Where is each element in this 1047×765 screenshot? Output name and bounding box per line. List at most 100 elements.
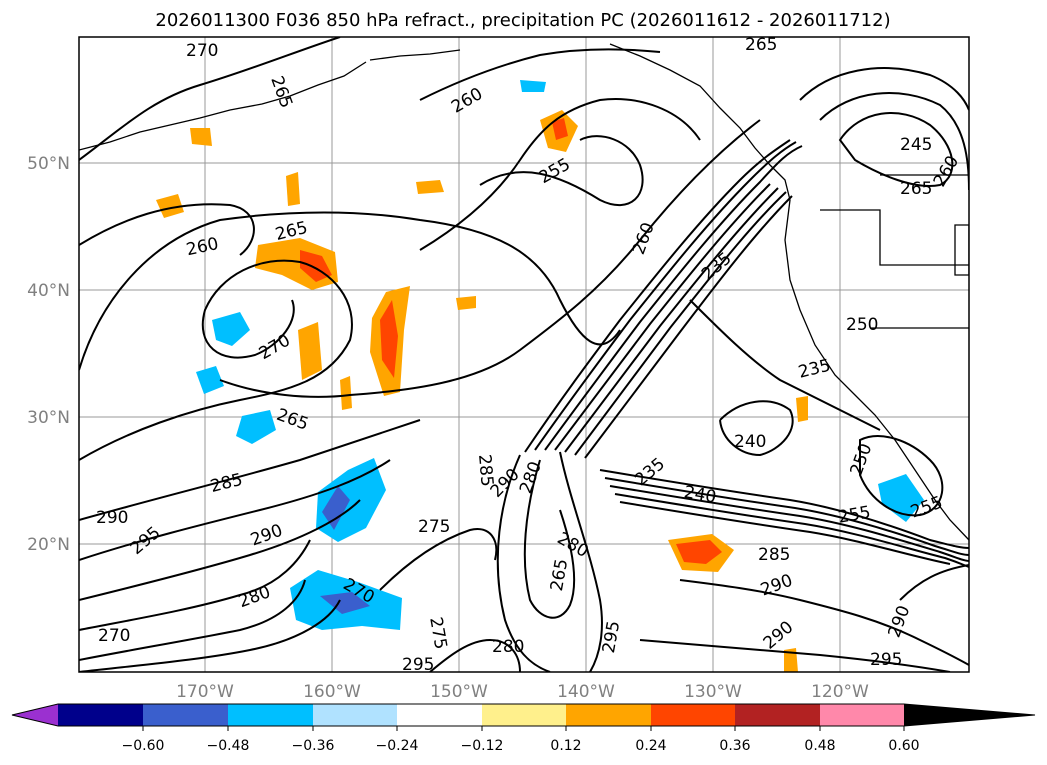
precip-area: [190, 128, 212, 146]
contour-270: [79, 599, 341, 672]
contour-295: [559, 451, 603, 672]
map-frame: [78, 36, 970, 673]
contour-240-band-5: [619, 501, 951, 565]
contour-260: [419, 98, 701, 251]
lon-label-140w: 140°W: [557, 682, 615, 702]
colorbar-tick-label: −0.12: [461, 738, 504, 754]
contour-240-band-1: [599, 469, 969, 549]
contour-240-closed: [719, 400, 794, 457]
contour-290: [899, 564, 969, 601]
contour-front-2: [534, 141, 797, 451]
contour-290: [79, 459, 391, 561]
map-panel: 270 265 260 255 260 265 265 260 270 265 …: [78, 35, 970, 675]
contour-270: [79, 37, 341, 161]
colorbar-extend-low: [12, 704, 58, 726]
contour-label: 295: [870, 650, 902, 670]
aleutian-coast: [79, 61, 367, 151]
contour-265: [419, 48, 661, 101]
contour-front-7: [584, 195, 793, 459]
precip-area: [156, 194, 184, 218]
contour-255: [819, 92, 969, 191]
lat-axis-labels: 50°N 40°N 30°N 20°N: [27, 154, 70, 555]
contour-245-closed: [838, 112, 954, 187]
colorbar-segment: [228, 704, 313, 726]
precip-area: [322, 486, 350, 530]
state-borders: [954, 224, 969, 276]
colorbar-segment: [651, 704, 735, 726]
contour-275: [79, 579, 306, 661]
precip-area: [286, 172, 300, 206]
contour-275: [429, 638, 521, 672]
precip-area: [380, 300, 398, 378]
colorbar-tick-label: −0.60: [122, 738, 165, 754]
state-borders: [820, 209, 969, 266]
colorbar-segment: [566, 704, 651, 726]
lon-axis-labels: 170°W 160°W 150°W 140°W 130°W 120°W: [176, 682, 869, 702]
lat-label-40n: 40°N: [27, 281, 70, 301]
precip-area: [416, 180, 444, 194]
colorbar-tick-label: 0.48: [804, 738, 835, 754]
lat-label-20n: 20°N: [27, 535, 70, 555]
precip-area: [784, 648, 798, 672]
contour-240-band-3: [609, 485, 969, 562]
contour-label: 285: [758, 545, 790, 565]
contour-265: [79, 211, 621, 371]
precip-area: [796, 396, 808, 422]
contour-label: 275: [418, 517, 450, 537]
contour-275: [379, 528, 498, 591]
lat-label-30n: 30°N: [27, 408, 70, 428]
contour-250-closed: [859, 435, 944, 517]
precip-area: [212, 312, 250, 346]
precip-area: [552, 118, 568, 140]
contour-label: 295: [402, 655, 434, 675]
contour-270: [79, 259, 353, 461]
contour-front-5: [564, 187, 779, 453]
north-america-coast: [609, 43, 969, 541]
contour-label: 270: [98, 626, 130, 646]
colorbar-outline: [11, 703, 1036, 727]
colorbar-extend-high: [904, 704, 1035, 726]
colorbar-tick-label: 0.36: [719, 738, 750, 754]
precip-area: [676, 540, 722, 564]
colorbar-segment: [820, 704, 904, 726]
map-title: 2026011300 F036 850 hPa refract., precip…: [155, 10, 890, 31]
contour-280: [79, 539, 311, 631]
contour-label: 280: [492, 637, 524, 657]
contour-285: [79, 419, 421, 521]
contour-front-4: [554, 183, 771, 451]
contour-label: 245: [900, 135, 932, 155]
contour-295: [639, 639, 951, 672]
graticule: [79, 37, 969, 672]
contour-265: [799, 67, 969, 111]
contour-label: 265: [745, 35, 777, 55]
precip-area: [456, 296, 476, 310]
precip-area: [298, 322, 322, 380]
colorbar-tick-label: −0.24: [376, 738, 419, 754]
contour-280: [523, 459, 576, 619]
contour-front-3: [544, 145, 803, 451]
contour-245: [689, 299, 881, 431]
contour-label: 265: [900, 179, 932, 199]
colorbar-tick-label: −0.48: [207, 738, 250, 754]
colorbar-segment: [397, 704, 482, 726]
lon-label-150w: 150°W: [430, 682, 488, 702]
precip-area: [878, 474, 924, 522]
coastlines: [79, 43, 969, 541]
colorbar: −0.60 −0.48 −0.36 −0.24 −0.12 0.12 0.24 …: [11, 703, 1036, 754]
contour-290: [496, 454, 551, 672]
colorbar-segment: [58, 704, 143, 726]
colorbar-segment: [482, 704, 566, 726]
precip-area: [236, 410, 276, 444]
contour-label: 240: [734, 432, 766, 452]
contour-260: [79, 203, 255, 256]
colorbar-segment: [735, 704, 820, 726]
contour-front-1: [524, 139, 791, 453]
map-background: [79, 37, 969, 672]
lon-label-120w: 120°W: [811, 682, 869, 702]
contour-front-6: [574, 191, 787, 456]
precip-area: [520, 80, 546, 92]
precip-area: [340, 376, 352, 410]
contour-295: [79, 499, 361, 601]
contour-290: [679, 579, 969, 666]
refractivity-contours: [79, 37, 969, 672]
